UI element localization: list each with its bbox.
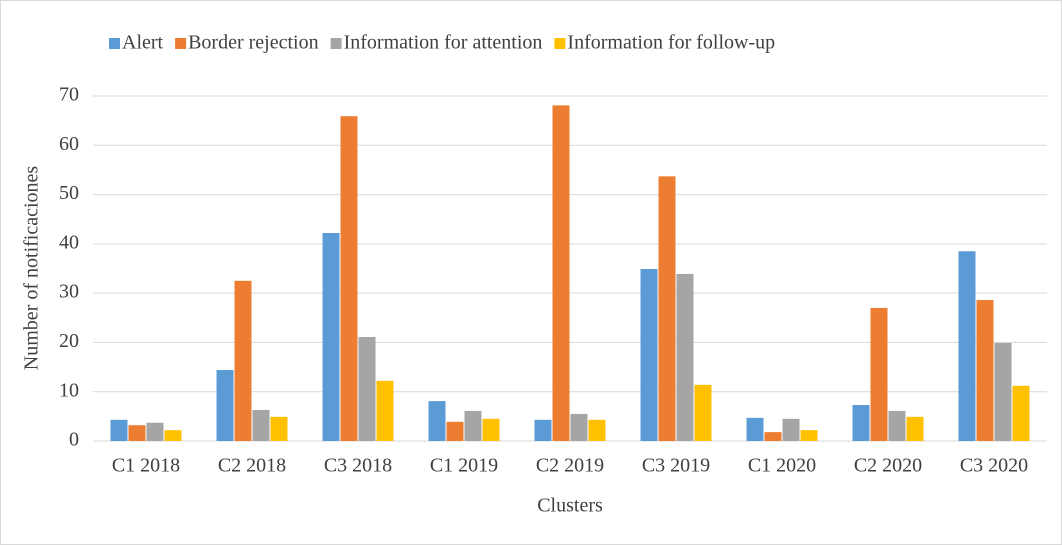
- x-tick-label: C1 2020: [748, 455, 816, 477]
- bar: [870, 307, 888, 441]
- bar: [852, 405, 870, 441]
- y-tick-label: 10: [59, 379, 79, 401]
- legend-label: Information for attention: [344, 32, 543, 54]
- bar: [128, 425, 146, 441]
- bar: [270, 416, 288, 441]
- bar: [1012, 385, 1030, 441]
- bar: [906, 416, 924, 441]
- x-tick-label: C2 2018: [218, 455, 286, 477]
- bar: [428, 401, 446, 441]
- x-tick-label: C1 2019: [430, 455, 498, 477]
- bar: [746, 417, 764, 441]
- x-tick-label: C3 2019: [642, 455, 710, 477]
- bar: [164, 430, 182, 441]
- bar: [888, 410, 906, 441]
- y-tick-label: 0: [69, 429, 79, 451]
- bar: [764, 432, 782, 441]
- bar: [146, 422, 164, 441]
- x-tick-label: C1 2018: [112, 455, 180, 477]
- x-tick-label: C2 2019: [536, 455, 604, 477]
- legend-swatch: [554, 38, 566, 49]
- legend-label: Border rejection: [188, 32, 319, 54]
- bar: [552, 105, 570, 441]
- bar: [376, 380, 394, 441]
- bar: [694, 384, 712, 441]
- y-tick-label: 20: [59, 330, 79, 352]
- y-tick-label: 50: [59, 182, 79, 204]
- bar: [340, 116, 358, 441]
- bar: [658, 176, 676, 442]
- bar: [234, 280, 252, 441]
- bar: [976, 300, 994, 441]
- x-axis-title: Clusters: [537, 495, 603, 517]
- x-tick-label: C3 2018: [324, 455, 392, 477]
- x-tick-label: C3 2020: [960, 455, 1028, 477]
- x-tick-label: C2 2020: [854, 455, 922, 477]
- bar: [958, 251, 976, 441]
- bar: [588, 419, 606, 441]
- bar: [446, 421, 464, 441]
- legend-swatch: [175, 38, 187, 49]
- bar: [322, 233, 340, 441]
- bar: [782, 418, 800, 441]
- bar: [482, 418, 500, 441]
- bar: [110, 419, 128, 441]
- bar: [640, 268, 658, 441]
- bar: [534, 419, 552, 441]
- y-axis-title: Number of notificaciones: [21, 166, 43, 371]
- bar: [676, 273, 694, 441]
- bar: [358, 337, 376, 441]
- legend-label: Information for follow-up: [567, 32, 775, 54]
- legend-swatch: [109, 38, 120, 49]
- y-tick-label: 60: [59, 133, 79, 155]
- bar: [464, 410, 482, 441]
- y-tick-label: 70: [59, 84, 79, 106]
- bar: [994, 342, 1012, 441]
- y-tick-label: 40: [59, 231, 79, 253]
- bar: [570, 413, 588, 441]
- y-tick-label: 30: [59, 281, 79, 303]
- bar: [800, 430, 818, 441]
- legend-swatch: [330, 38, 342, 49]
- bar: [216, 370, 234, 441]
- legend-label: Alert: [122, 32, 164, 54]
- bar: [252, 409, 270, 441]
